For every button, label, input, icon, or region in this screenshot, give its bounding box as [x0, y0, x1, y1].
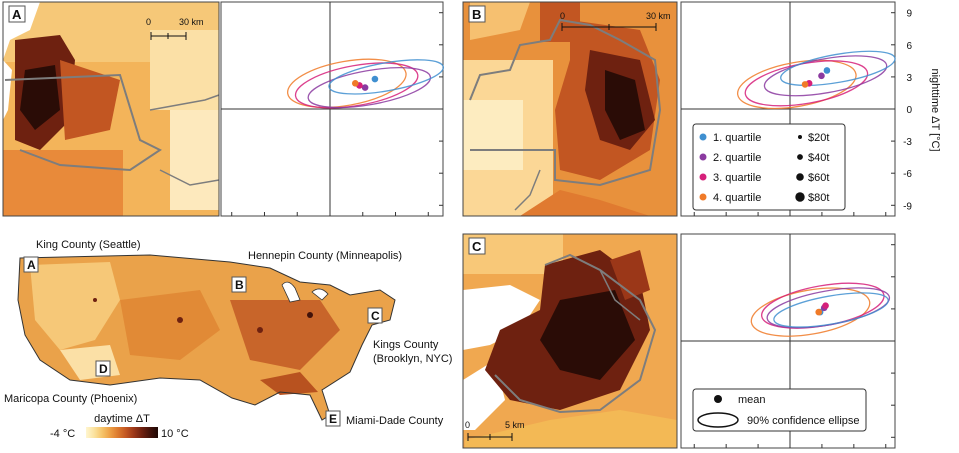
mean-point	[822, 302, 829, 309]
label-kings-2: (Brooklyn, NYC)	[373, 353, 452, 365]
ellipse-marker	[697, 412, 739, 428]
us-letter-d: D	[99, 362, 108, 376]
mean-marker	[714, 395, 722, 403]
ellipse-label: 90% confidence ellipse	[747, 415, 860, 427]
map-panel-c: 0 5 km C	[462, 233, 678, 449]
mean-point	[801, 81, 809, 88]
label-kings-1: Kings County	[373, 339, 439, 351]
us-letter-e: E	[329, 412, 337, 426]
quartile-legend: 1. quartile 2. quartile 3. quartile 4. quar…	[692, 123, 846, 211]
legend-size-dot	[798, 135, 802, 139]
legend-size-dot	[795, 192, 805, 202]
legend-size-label: $60t	[808, 172, 829, 184]
mean-label: mean	[738, 394, 766, 406]
legend-color-dot	[699, 173, 707, 181]
y-tick-label: 6	[906, 41, 912, 52]
plot-marks	[286, 50, 896, 337]
label-maricopa: Maricopa County (Phoenix)	[4, 393, 137, 405]
mean-point	[371, 75, 379, 83]
us-letter-c: C	[371, 309, 380, 323]
scale-label: 30 km	[179, 17, 204, 27]
y-tick-label: -3	[903, 137, 912, 148]
panel-letter-b: B	[472, 7, 481, 22]
y-axis-title: nighttime ΔT [°C]	[929, 68, 941, 151]
symbol-legend: mean 90% confidence ellipse	[692, 388, 867, 432]
legend-quartile-label: 4. quartile	[713, 192, 761, 204]
legend-size-label: $20t	[808, 132, 829, 144]
scale-zero: 0	[560, 11, 565, 21]
colorbar	[86, 427, 158, 438]
mean-point	[815, 308, 823, 316]
legend-quartile-label: 3. quartile	[713, 172, 761, 184]
legend-quartile-label: 1. quartile	[713, 132, 761, 144]
mean-point	[818, 72, 825, 80]
scale-label: 30 km	[646, 11, 671, 21]
panel-letter-c: C	[472, 239, 482, 254]
scale-zero: 0	[465, 420, 470, 430]
mean-point	[823, 67, 831, 74]
map-panel-a: 0 30 km A	[2, 1, 220, 217]
confidence-ellipse	[736, 59, 857, 110]
confidence-ellipse	[286, 58, 407, 109]
map-panel-b: 0 30 km B	[462, 1, 678, 217]
legend-quartile-label: 2. quartile	[713, 152, 761, 164]
us-map: A B C D E King County (Seattle) Hennepin…	[4, 239, 452, 440]
confidence-ellipse	[328, 59, 444, 95]
label-king: King County (Seattle)	[36, 239, 141, 251]
colorbar-title: daytime ΔT	[94, 413, 150, 425]
confidence-ellipse	[750, 287, 871, 337]
colorbar-min: -4 °C	[50, 428, 75, 440]
legend-color-dot	[699, 153, 707, 161]
legend-color-dot	[699, 133, 707, 141]
us-letter-b: B	[235, 278, 244, 292]
confidence-ellipse	[773, 292, 889, 328]
confidence-ellipse	[307, 67, 432, 109]
legend-size-label: $80t	[808, 192, 829, 204]
colorbar-max: 10 °C	[161, 428, 189, 440]
scale-label: 5 km	[505, 420, 525, 430]
y-tick-label: -9	[903, 201, 912, 212]
mean-point	[361, 84, 369, 91]
label-miami: Miami-Dade County	[346, 415, 444, 427]
panel-letter-a: A	[12, 7, 22, 22]
us-letter-a: A	[27, 258, 36, 272]
y-tick-label: 3	[906, 73, 912, 84]
confidence-ellipse	[294, 62, 419, 109]
y-tick-label: 0	[906, 105, 912, 116]
right-y-axis: 9 6 3 0 -3 -6 -9	[903, 9, 912, 213]
y-tick-label: -6	[903, 169, 912, 180]
legend-size-dot	[797, 154, 803, 160]
confidence-ellipse	[780, 50, 896, 87]
legend-color-dot	[699, 193, 707, 201]
legend-size-label: $40t	[808, 152, 829, 164]
confidence-ellipse	[763, 55, 888, 97]
y-tick-label: 9	[906, 9, 912, 20]
label-hennepin: Hennepin County (Minneapolis)	[248, 250, 402, 262]
mean-point	[351, 80, 359, 87]
legend-size-dot	[796, 173, 804, 181]
scale-zero: 0	[146, 17, 151, 27]
